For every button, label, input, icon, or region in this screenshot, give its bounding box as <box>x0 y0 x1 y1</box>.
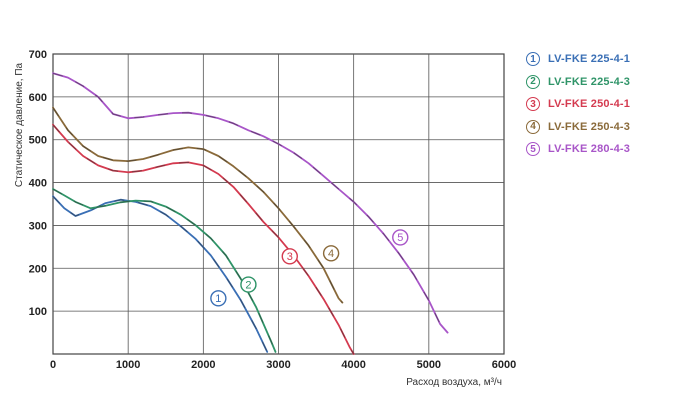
legend-item-4: 4 LV-FKE 250-4-3 <box>526 116 630 139</box>
x-tick-label: 6000 <box>492 359 516 371</box>
series-line-overlay-4 <box>52 107 343 303</box>
chart-series-lines <box>52 72 449 355</box>
x-tick-label: 5000 <box>417 359 441 371</box>
series-label-4: 4 <box>322 245 340 262</box>
legend-label-4: LV-FKE 250-4-3 <box>548 120 631 133</box>
y-tick-label: 700 <box>29 49 47 61</box>
series-label-2: 2 <box>240 276 257 293</box>
series-label-text-3: 3 <box>287 251 293 263</box>
series-line-5 <box>52 72 449 334</box>
legend-badge-1: 1 <box>526 52 540 67</box>
series-line-overlay-1 <box>52 195 268 353</box>
legend-badge-2: 2 <box>526 74 540 89</box>
series-label-1: 1 <box>210 290 227 307</box>
y-tick-label: 300 <box>29 220 47 232</box>
series-line-4 <box>52 106 344 304</box>
y-tick-label: 400 <box>29 178 47 190</box>
x-tick-label: 4000 <box>341 359 365 371</box>
legend-label-2: LV-FKE 225-4-3 <box>548 75 631 88</box>
y-tick-label: 500 <box>29 135 47 147</box>
series-label-text-1: 1 <box>215 293 221 305</box>
legend-badge-3: 3 <box>526 97 540 112</box>
x-tick-label: 3000 <box>266 359 290 371</box>
legend-badge-5: 5 <box>526 142 540 157</box>
chart-legend: 1 LV-FKE 225-4-1 2 LV-FKE 225-4-3 3 LV-FKE 25… <box>526 48 630 161</box>
y-axis-ticks: 100 200 300 400 500 600 700 <box>29 49 47 318</box>
y-tick-label: 100 <box>29 306 47 318</box>
legend-label-5: LV-FKE 280-4-3 <box>548 143 631 156</box>
series-label-text-4: 4 <box>328 248 334 260</box>
x-tick-label: 1000 <box>116 359 140 371</box>
legend-item-1: 1 LV-FKE 225-4-1 <box>526 48 630 71</box>
legend-item-3: 3 LV-FKE 250-4-1 <box>526 93 630 116</box>
series-line-overlay-5 <box>52 72 448 333</box>
y-axis-label: Статическое давление, Па <box>14 62 25 187</box>
y-tick-label: 200 <box>29 263 47 275</box>
chart-series-labels: 1 2 3 4 5 <box>210 229 409 307</box>
series-label-3: 3 <box>281 248 298 265</box>
x-tick-label: 0 <box>50 359 56 371</box>
series-label-text-2: 2 <box>245 279 251 291</box>
legend-badge-4: 4 <box>526 119 540 134</box>
chart-grid <box>52 53 505 355</box>
x-tick-label: 2000 <box>191 359 215 371</box>
legend-label-1: LV-FKE 225-4-1 <box>548 53 631 66</box>
x-axis-ticks: 0 1000 2000 3000 4000 5000 6000 <box>50 359 516 371</box>
y-tick-label: 600 <box>29 92 47 104</box>
series-line-overlay-3 <box>52 124 355 355</box>
series-label-text-5: 5 <box>397 232 403 244</box>
x-axis-label: Расход воздуха, м³/ч <box>406 377 502 388</box>
series-line-1 <box>52 195 269 353</box>
legend-item-5: 5 LV-FKE 280-4-3 <box>526 138 630 161</box>
series-label-5: 5 <box>392 229 409 246</box>
legend-label-3: LV-FKE 250-4-1 <box>548 98 631 111</box>
legend-item-2: 2 LV-FKE 225-4-3 <box>526 71 630 94</box>
